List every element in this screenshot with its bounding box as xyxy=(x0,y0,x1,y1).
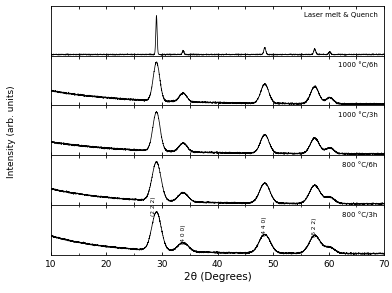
X-axis label: 2θ (Degrees): 2θ (Degrees) xyxy=(184,272,251,282)
Text: (6 2 2): (6 2 2) xyxy=(312,217,317,237)
Text: (2 2 2): (2 2 2) xyxy=(151,196,156,216)
Text: (4 4 0): (4 4 0) xyxy=(262,216,267,236)
Text: 1000 °C/3h: 1000 °C/3h xyxy=(338,111,377,118)
Text: Intensity (arb. units): Intensity (arb. units) xyxy=(7,86,16,178)
Text: 800 °C/6h: 800 °C/6h xyxy=(342,161,377,168)
Text: (4 0 0): (4 0 0) xyxy=(181,225,186,244)
Text: 1000 °C/6h: 1000 °C/6h xyxy=(338,62,377,68)
Text: Laser melt & Quench: Laser melt & Quench xyxy=(304,12,377,18)
Text: 800 °C/3h: 800 °C/3h xyxy=(342,211,377,218)
